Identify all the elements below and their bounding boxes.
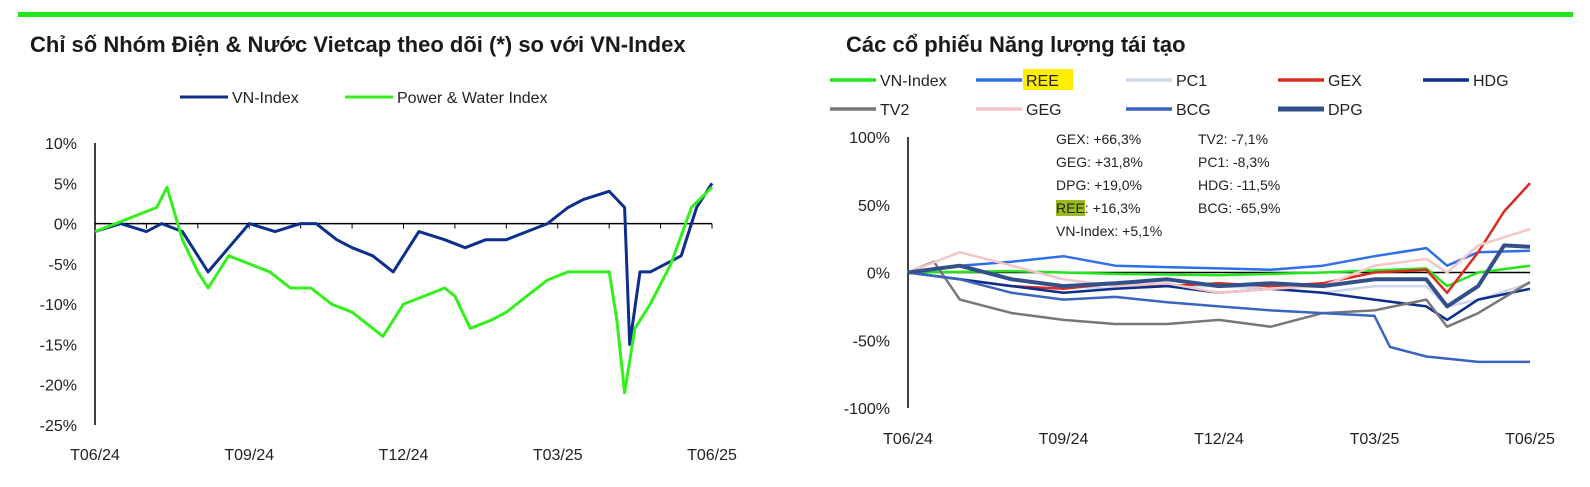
left-y-tick-label: -5% [49, 257, 77, 274]
annotation-tv2: TV2: -7,1% [1198, 131, 1269, 147]
right-y-tick-label: -100% [844, 401, 890, 418]
right-series-tv2 [907, 260, 1531, 328]
right-y-tick-label: 50% [858, 198, 890, 215]
left-y-tick-label: -25% [40, 418, 77, 435]
right-y-tick-label: 0% [867, 266, 890, 283]
annotation-vnindex: VN-Index: +5,1% [1056, 223, 1163, 239]
left-x-tick-label: T03/25 [533, 447, 583, 464]
legend-highlight [1023, 69, 1073, 90]
right-x-tick-label: T03/25 [1350, 431, 1400, 448]
annotation-pc1: PC1: -8,3% [1198, 154, 1270, 170]
legend-label-tv2: TV2 [880, 102, 909, 119]
right-chart-title: Các cổ phiếu Năng lượng tái tạo [846, 32, 1186, 57]
legend-label: Power & Water Index [397, 90, 548, 107]
left-chart-title: Chỉ số Nhóm Điện & Nước Vietcap theo dõi… [30, 32, 686, 57]
right-series-ree [907, 246, 1531, 274]
legend-label: VN-Index [232, 90, 299, 107]
left-y-tick-label: -10% [40, 297, 77, 314]
left-y-tick-label: 10% [45, 136, 77, 153]
legend-label-pc1: PC1 [1176, 73, 1207, 90]
legend-label-dpg: DPG [1328, 102, 1363, 119]
left-y-tick-label: 0% [54, 217, 77, 234]
ree-highlight: REE [1056, 200, 1085, 216]
left-x-tick-label: T06/24 [70, 447, 120, 464]
left-x-tick-label: T09/24 [224, 447, 274, 464]
performance-annotations-col2: TV2: -7,1% PC1: -8,3% HDG: -11,5% BCG: -… [1198, 128, 1280, 220]
annotation-ree-value: : +16,3% [1084, 200, 1141, 216]
right-y-tick-label: 100% [849, 130, 890, 147]
annotation-ree: REE: +16,3% [1056, 197, 1162, 220]
left-y-tick-label: -15% [40, 337, 77, 354]
annotation-dpg: DPG: +19,0% [1056, 177, 1142, 193]
left-y-tick-label: -20% [40, 378, 77, 395]
right-series-vn-index [907, 264, 1531, 288]
right-x-tick-label: T09/24 [1039, 431, 1089, 448]
right-x-tick-label: T06/25 [1505, 431, 1555, 448]
left-x-tick-label: T12/24 [379, 447, 429, 464]
left-x-tick-label: T06/25 [687, 447, 737, 464]
top-accent-bar [18, 12, 1573, 17]
right-x-tick-label: T06/24 [883, 431, 933, 448]
legend-label-hdg: HDG [1473, 73, 1509, 90]
legend-label-geg: GEG [1026, 102, 1062, 119]
legend-label-vn-index: VN-Index [880, 73, 947, 90]
left-series-power-water-index [94, 185, 714, 395]
annotation-bcg: BCG: -65,9% [1198, 200, 1281, 216]
right-series-bcg [907, 271, 1530, 364]
annotation-hdg: HDG: -11,5% [1198, 177, 1281, 193]
legend-label-bcg: BCG [1176, 102, 1211, 119]
annotation-geg: GEG: +31,8% [1056, 154, 1143, 170]
legend-label-gex: GEX [1328, 73, 1362, 90]
right-series-dpg [907, 243, 1531, 309]
right-series-geg [907, 227, 1531, 295]
right-series-gex [907, 182, 1531, 295]
legend-label-ree: REE [1026, 73, 1059, 90]
performance-annotations-col1: GEX: +66,3% GEG: +31,8% DPG: +19,0% REE:… [1056, 128, 1162, 243]
right-x-tick-label: T12/24 [1194, 431, 1244, 448]
left-y-tick-label: 5% [54, 176, 77, 193]
right-y-tick-label: -50% [853, 333, 890, 350]
left-series-vn-index [94, 182, 714, 346]
annotation-gex: GEX: +66,3% [1056, 131, 1142, 147]
